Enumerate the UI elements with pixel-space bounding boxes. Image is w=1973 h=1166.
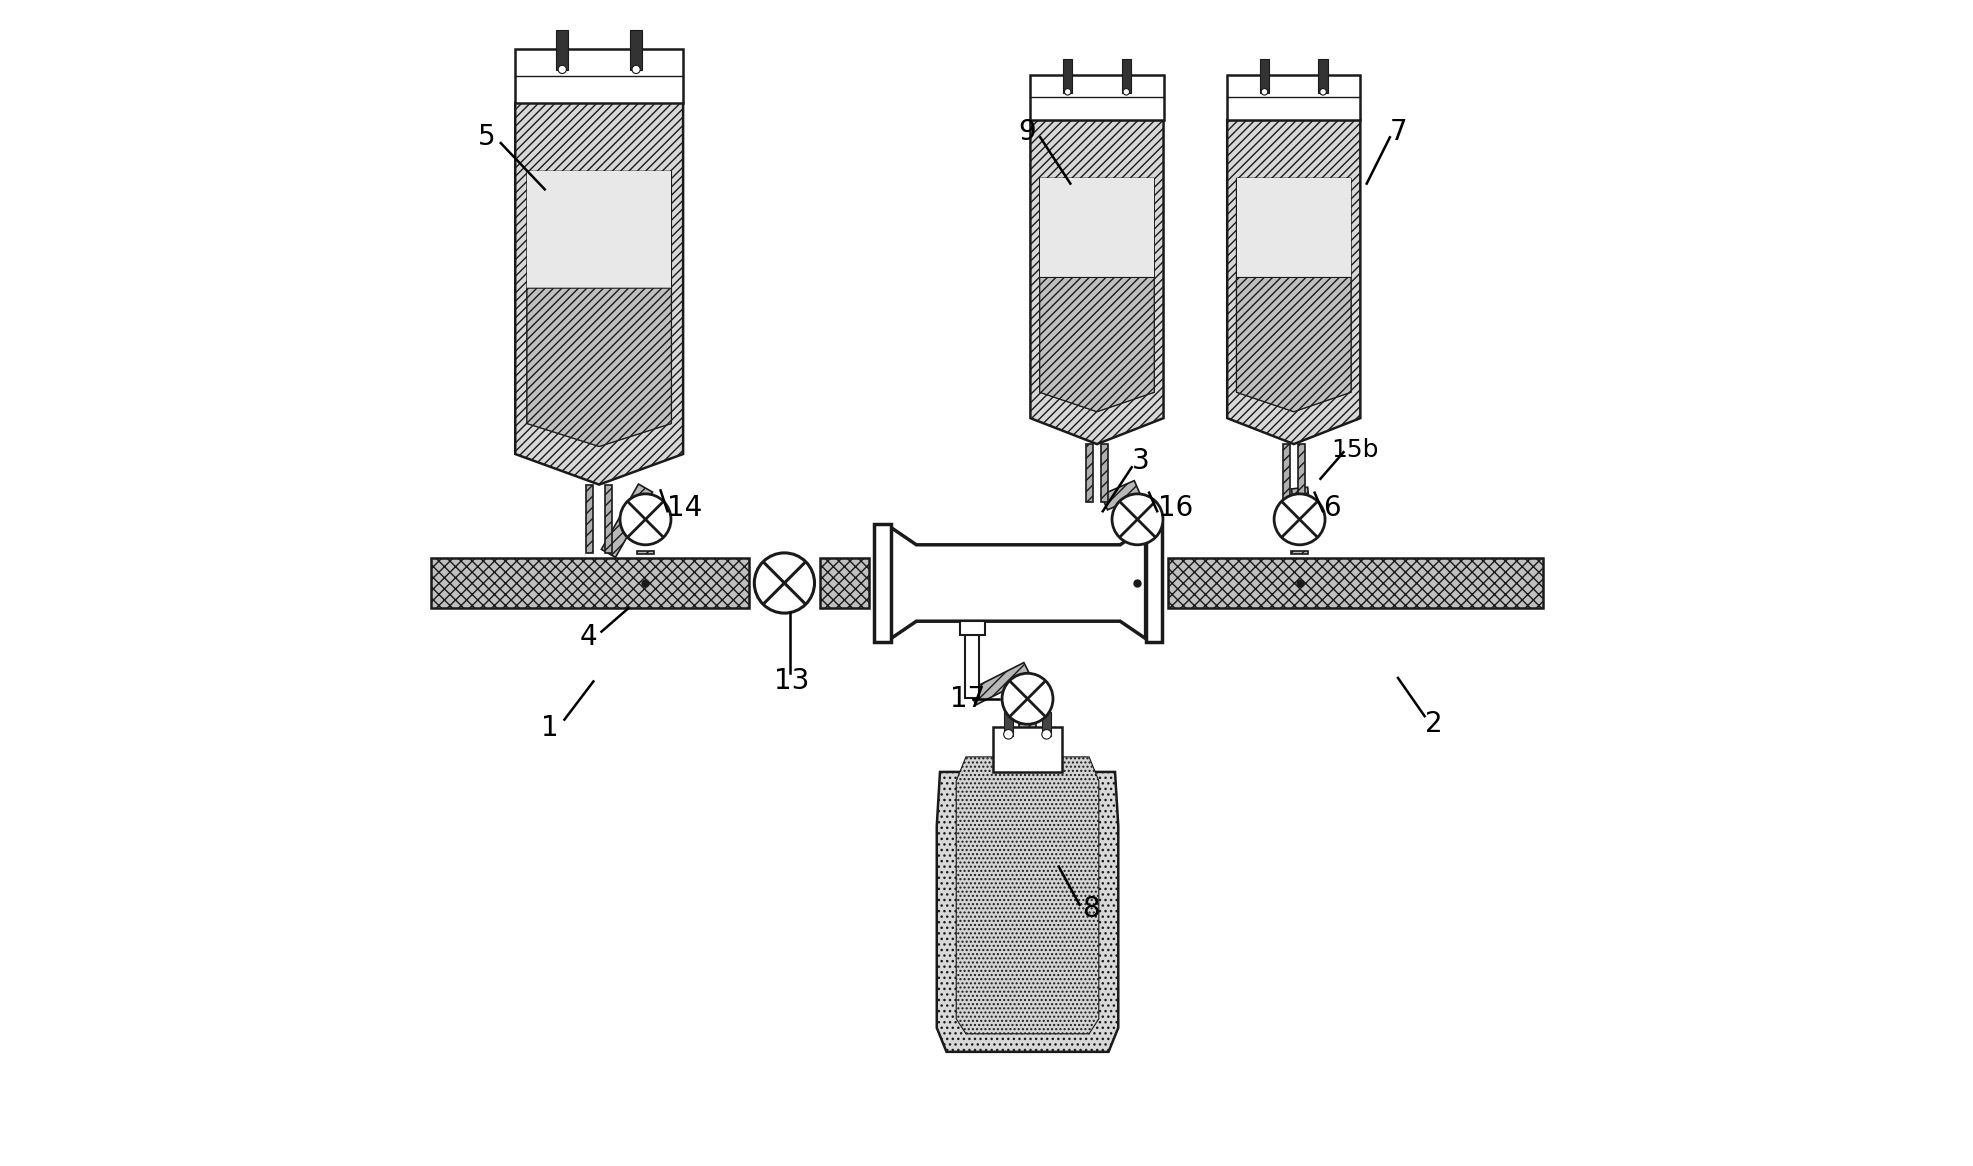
Bar: [527, 171, 671, 288]
Bar: [1318, 58, 1328, 93]
Circle shape: [1261, 89, 1267, 96]
Bar: [874, 524, 890, 642]
Polygon shape: [1235, 278, 1350, 412]
Bar: [965, 621, 979, 697]
Polygon shape: [1282, 444, 1288, 503]
Bar: [1235, 178, 1350, 278]
Circle shape: [1002, 730, 1012, 739]
Polygon shape: [1101, 444, 1107, 503]
Bar: [1121, 58, 1131, 93]
Polygon shape: [1040, 178, 1154, 412]
Circle shape: [1123, 89, 1129, 96]
Circle shape: [620, 494, 671, 545]
Bar: [629, 30, 641, 70]
Bar: [1227, 75, 1359, 120]
Circle shape: [1063, 89, 1071, 96]
Polygon shape: [602, 484, 653, 557]
Polygon shape: [1290, 550, 1306, 554]
Circle shape: [1320, 89, 1326, 96]
Polygon shape: [821, 557, 868, 609]
Bar: [1259, 58, 1269, 93]
Circle shape: [1002, 673, 1052, 724]
Polygon shape: [1227, 120, 1359, 444]
Circle shape: [1042, 730, 1052, 739]
Text: 7: 7: [1389, 118, 1407, 146]
Bar: [1042, 711, 1052, 736]
Text: 9: 9: [1018, 118, 1036, 146]
Polygon shape: [1129, 550, 1144, 554]
Circle shape: [754, 553, 815, 613]
Bar: [1063, 58, 1071, 93]
Polygon shape: [1030, 120, 1162, 444]
Text: 14: 14: [667, 493, 702, 521]
Text: 17: 17: [949, 684, 985, 712]
Polygon shape: [604, 485, 612, 554]
Bar: [556, 30, 568, 70]
Circle shape: [1111, 494, 1162, 545]
Polygon shape: [1085, 444, 1093, 503]
Text: 4: 4: [580, 624, 596, 652]
Polygon shape: [637, 550, 653, 554]
Text: 6: 6: [1322, 493, 1340, 521]
Polygon shape: [527, 171, 671, 447]
Polygon shape: [586, 485, 594, 554]
Polygon shape: [955, 757, 1099, 1034]
Polygon shape: [1296, 444, 1304, 503]
Bar: [515, 49, 683, 103]
Text: 3: 3: [1131, 448, 1148, 476]
Text: 16: 16: [1158, 493, 1194, 521]
Bar: [959, 621, 985, 635]
Text: 5: 5: [477, 124, 495, 152]
Circle shape: [631, 65, 639, 73]
Polygon shape: [527, 288, 671, 447]
Polygon shape: [432, 557, 748, 609]
Text: 1: 1: [541, 714, 558, 742]
Bar: [1144, 524, 1162, 642]
Circle shape: [558, 65, 566, 73]
Text: 13: 13: [773, 667, 809, 695]
Polygon shape: [1290, 487, 1308, 504]
Bar: [992, 726, 1061, 772]
Polygon shape: [1018, 696, 1036, 728]
Polygon shape: [515, 103, 683, 485]
Polygon shape: [1101, 480, 1140, 510]
Text: 15b: 15b: [1330, 438, 1377, 462]
Bar: [1002, 711, 1012, 736]
Bar: [1040, 178, 1154, 278]
Polygon shape: [890, 527, 1144, 639]
Text: 2: 2: [1425, 710, 1442, 738]
Text: 8: 8: [1081, 895, 1099, 923]
Circle shape: [1273, 494, 1324, 545]
Bar: [1030, 75, 1162, 120]
Polygon shape: [1040, 278, 1154, 412]
Polygon shape: [1235, 178, 1350, 412]
Polygon shape: [937, 772, 1119, 1052]
Polygon shape: [1168, 557, 1541, 609]
Polygon shape: [969, 662, 1030, 704]
